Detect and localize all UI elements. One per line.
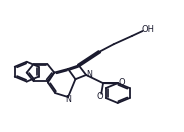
Text: N: N — [86, 70, 92, 79]
Text: O: O — [118, 78, 125, 87]
Text: OH: OH — [142, 25, 155, 34]
Text: N: N — [66, 95, 71, 104]
Text: O: O — [97, 92, 104, 101]
